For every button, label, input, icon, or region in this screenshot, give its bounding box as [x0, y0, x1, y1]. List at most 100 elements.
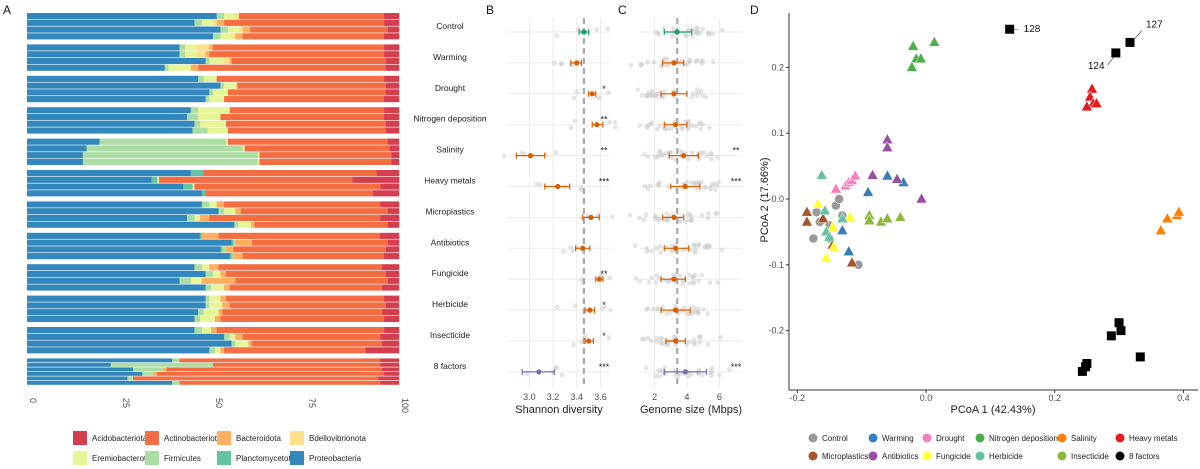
bar-segment-proteobacteria	[27, 107, 191, 114]
x-tick-label: 0	[28, 398, 38, 403]
bar-segment-proteobacteria	[27, 333, 225, 340]
bar-segment-acidobacteriota	[385, 302, 400, 309]
panel-c-genome-size: 2 4 6********	[627, 18, 742, 402]
bar-segment-bacteroidota	[218, 309, 223, 316]
bar-segment-eremiobacterota	[224, 82, 236, 89]
point-8-factors	[1106, 331, 1116, 341]
bar-segment-bacteroidota	[235, 208, 242, 215]
point-8-factors	[1135, 352, 1145, 362]
bar-segment-firmicutes	[194, 120, 201, 127]
row-label: Salinity	[436, 145, 464, 155]
row-label: Control	[436, 21, 464, 31]
bar-segment-firmicutes	[209, 89, 214, 96]
jitter-point	[664, 126, 670, 132]
bar-segment-acidobacteriota	[384, 51, 400, 58]
mean-point	[671, 214, 677, 220]
bar-segment-firmicutes	[222, 246, 227, 253]
jitter-point	[641, 151, 647, 157]
y-tick-label: 0.1	[771, 128, 784, 138]
bar-segment-eremiobacterota	[209, 295, 221, 302]
bar-segment-acidobacteriota	[384, 113, 400, 121]
point-herbicide	[815, 168, 828, 180]
jitter-point	[610, 214, 616, 220]
mean-point	[536, 369, 542, 375]
mean-point	[674, 29, 680, 35]
bar-segment-firmicutes	[164, 64, 169, 71]
jitter-point	[705, 215, 711, 221]
jitter-point	[633, 276, 639, 281]
significance-mark: *	[602, 331, 606, 341]
jitter-point	[606, 335, 612, 341]
bar-segment-acidobacteriota	[384, 13, 400, 20]
mean-point	[586, 338, 592, 344]
bar-segment-actinobacteriota	[239, 13, 385, 20]
bar-segment-eremiobacterota	[224, 13, 236, 20]
bar-segment-firmicutes	[218, 208, 225, 215]
jitter-point	[578, 184, 584, 190]
jitter-point	[715, 280, 721, 286]
bar-segment-actinobacteriota	[227, 138, 389, 145]
bar-segment-acidobacteriota	[387, 239, 400, 246]
point-herbicide	[823, 230, 836, 242]
bar-segment-acidobacteriota	[382, 367, 400, 372]
bar-segment-planctomycetota	[201, 190, 206, 197]
x-tick-label: 3.0	[523, 392, 536, 402]
bar-segment-bacteroidota	[201, 277, 236, 284]
bar-segment-proteobacteria	[27, 176, 152, 183]
jitter-point	[688, 247, 693, 253]
jitter-point	[672, 334, 678, 340]
jitter-point	[628, 62, 634, 68]
bar-segment-eremiobacterota	[213, 89, 229, 96]
bar-segment-acidobacteriota	[380, 201, 400, 208]
bar-segment-actinobacteriota	[250, 26, 389, 33]
jitter-point	[699, 212, 705, 218]
jitter-point	[652, 216, 658, 221]
bar-segment-actinobacteriota	[242, 333, 381, 340]
jitter-point	[643, 365, 649, 371]
significance-mark: **	[600, 269, 608, 279]
row-label: Drought	[435, 83, 466, 93]
mean-point	[588, 214, 594, 220]
bar-segment-proteobacteria	[27, 232, 201, 239]
bar-segment-bacteroidota	[216, 19, 225, 26]
jitter-point	[699, 372, 705, 378]
row-label: Warming	[433, 52, 467, 62]
point-antibiotics	[915, 192, 928, 204]
bar-segment-acidobacteriota	[385, 246, 400, 253]
bar-segment-actinobacteriota	[229, 107, 385, 114]
bar-segment-acidobacteriota	[382, 309, 400, 316]
bar-segment-actinobacteriota	[203, 170, 377, 177]
legend-label: Heavy metals	[1129, 434, 1177, 443]
jitter-point	[718, 335, 724, 340]
jitter-point	[719, 247, 725, 253]
legend-swatch	[868, 451, 878, 461]
bar-segment-acidobacteriota	[384, 19, 400, 26]
bar-segment-proteobacteria	[27, 367, 134, 372]
bar-segment-firmicutes	[179, 44, 186, 51]
jitter-point	[673, 303, 678, 309]
jitter-point	[655, 182, 661, 188]
bar-segment-actinobacteriota	[259, 158, 392, 165]
bar-segment-firmicutes	[82, 152, 258, 159]
legend-swatch	[217, 431, 231, 445]
significance-mark: *	[602, 84, 606, 94]
jitter-point	[685, 62, 691, 67]
bar-segment-acidobacteriota	[385, 127, 400, 134]
point-antibiotics	[881, 141, 894, 152]
bar-segment-bacteroidota	[216, 201, 225, 208]
panel-label-a: A	[3, 3, 11, 17]
legend-swatch	[975, 451, 985, 461]
jitter-point	[694, 186, 700, 192]
bar-segment-actinobacteriota	[218, 232, 381, 239]
legend-label: Salinity	[1071, 434, 1097, 443]
bar-segment-proteobacteria	[27, 362, 111, 367]
x-tick-label: 0.0	[920, 393, 933, 403]
bar-segment-firmicutes	[190, 107, 199, 114]
bar-segment-firmicutes	[194, 19, 203, 26]
bar-segment-acidobacteriota	[382, 340, 400, 347]
bar-segment-eremiobacterota	[203, 75, 218, 82]
x-tick-label: 3.6	[594, 392, 607, 402]
legend-swatch	[922, 433, 932, 443]
mean-point	[589, 91, 595, 97]
bar-segment-eremiobacterota	[185, 51, 197, 58]
